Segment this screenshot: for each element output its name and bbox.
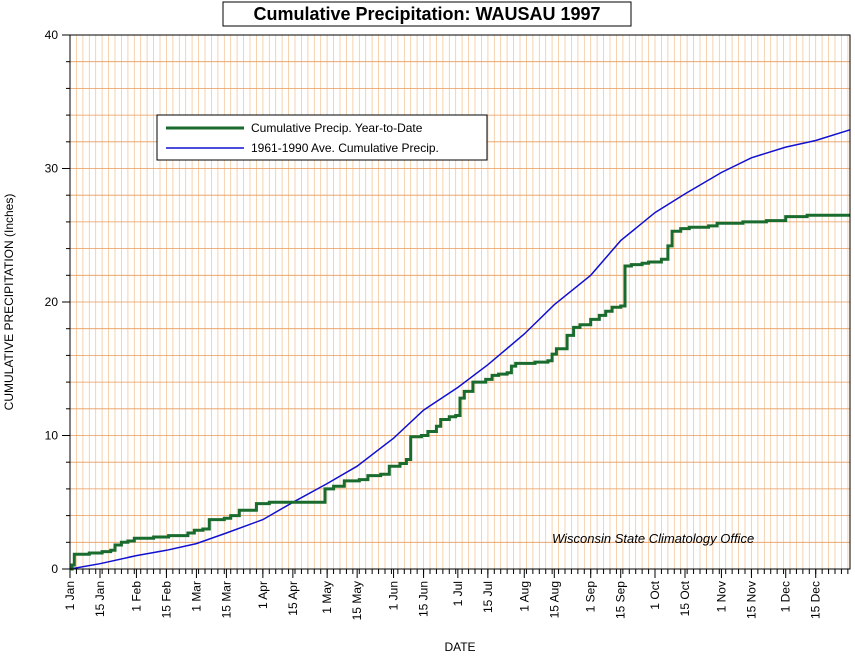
- x-tick-label: 1 Jun: [387, 581, 401, 610]
- x-tick-label: 1 Feb: [129, 581, 143, 612]
- x-tick-label: 15 Sep: [614, 581, 628, 619]
- x-tick-label: 15 Jan: [93, 581, 107, 617]
- chart-title: Cumulative Precipitation: WAUSAU 1997: [253, 4, 600, 24]
- x-tick-label: 1 May: [320, 581, 334, 614]
- x-tick-label: 15 Dec: [809, 581, 823, 619]
- y-tick-label: 30: [45, 162, 59, 176]
- x-axis-label: DATE: [444, 640, 475, 654]
- x-tick-label: 15 Nov: [744, 581, 758, 619]
- x-tick-label: 15 Oct: [678, 580, 692, 616]
- x-tick-label: 1 Dec: [779, 581, 793, 612]
- legend-label-average: 1961-1990 Ave. Cumulative Precip.: [251, 141, 439, 155]
- x-tick-label: 15 Jul: [481, 581, 495, 613]
- x-tick-label: 1 Apr: [256, 581, 270, 609]
- y-axis-label: CUMULATIVE PRECIPITATION (Inches): [2, 194, 16, 411]
- x-tick-label: 1 Sep: [584, 581, 598, 613]
- series-line-year-to-date: [70, 213, 850, 571]
- x-tick-label: 1 Mar: [189, 581, 203, 612]
- x-tick-label: 15 Feb: [159, 581, 173, 619]
- y-tick-label: 20: [45, 295, 59, 309]
- x-tick-label: 1 Jan: [63, 581, 77, 610]
- legend-box: [156, 114, 488, 161]
- title-box: [222, 1, 632, 27]
- legend-label-year-to-date: Cumulative Precip. Year-to-Date: [251, 121, 423, 135]
- x-tick-label: 1 Nov: [714, 581, 728, 612]
- x-tick-label: 1 Jul: [451, 581, 465, 606]
- x-axis: 1 Jan 15 Jan 1 Feb 15 Feb 1 Mar 15 Mar 1 Apr 15…: [63, 569, 849, 620]
- x-tick-label: 15 Apr: [286, 581, 300, 616]
- legend: Cumulative Precip. Year-to-Date 1961-199…: [156, 114, 488, 161]
- y-axis: 0 10 20 30 40: [45, 28, 70, 576]
- x-tick-label: 1 Oct: [648, 580, 662, 609]
- source-annotation: Wisconsin State Climatology Office: [552, 531, 754, 546]
- series-layer: [69, 129, 851, 571]
- x-tick-label: 15 Mar: [219, 581, 233, 618]
- x-tick-label: 15 May: [350, 581, 364, 620]
- y-tick-label: 0: [51, 562, 58, 576]
- x-tick-label: 15 Aug: [547, 581, 561, 618]
- y-tick-label: 10: [45, 429, 59, 443]
- y-tick-label: 40: [45, 28, 59, 42]
- x-tick-label: 1 Aug: [517, 581, 531, 612]
- grid-lines: [69, 34, 850, 570]
- plot-border: [69, 34, 851, 570]
- series-line-average: [69, 129, 851, 570]
- x-tick-label: 15 Jun: [417, 581, 431, 617]
